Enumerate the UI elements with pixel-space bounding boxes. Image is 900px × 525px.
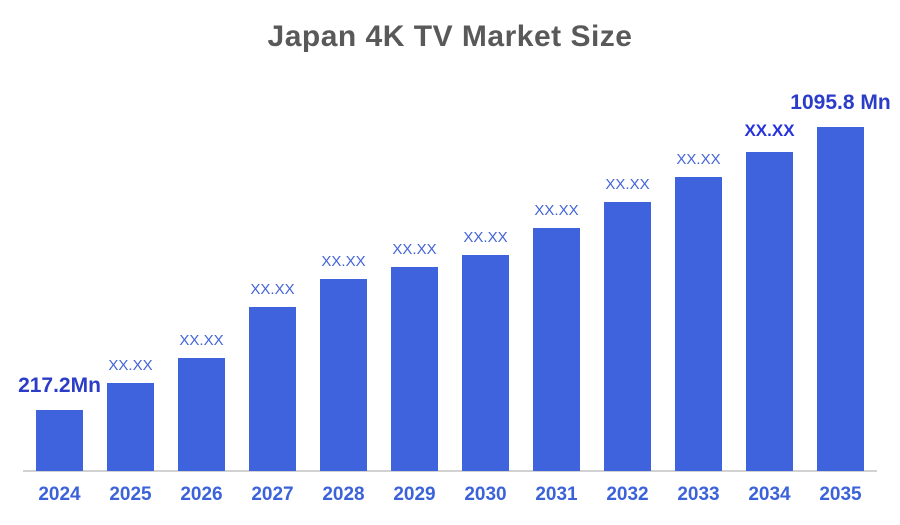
bar-2035 [817, 127, 864, 471]
bar-2033 [675, 177, 722, 471]
value-label-2027: XX.XX [250, 281, 295, 298]
x-axis-label-2025: 2025 [109, 484, 152, 505]
x-axis-label-2029: 2029 [393, 484, 436, 505]
x-axis-label-2024: 2024 [38, 484, 81, 505]
value-label-2035: 1095.8 Mn [790, 91, 891, 114]
value-label-2029: XX.XX [392, 241, 437, 258]
x-axis-label-2031: 2031 [535, 484, 578, 505]
bar-2026 [178, 358, 225, 471]
chart-title: Japan 4K TV Market Size [267, 20, 633, 53]
value-label-2024: 217.2Mn [18, 374, 101, 397]
value-label-2028: XX.XX [321, 253, 366, 270]
x-axis-label-2028: 2028 [322, 484, 365, 505]
bar-2031 [533, 228, 580, 471]
x-axis-line [23, 470, 877, 472]
bar-2032 [604, 202, 651, 471]
bar-2028 [320, 279, 367, 471]
value-label-2031: XX.XX [534, 202, 579, 219]
value-label-2026: XX.XX [179, 332, 224, 349]
value-label-2030: XX.XX [463, 229, 508, 246]
value-label-2033: XX.XX [676, 151, 721, 168]
bar-2025 [107, 383, 154, 471]
x-axis-label-2032: 2032 [606, 484, 649, 505]
x-axis-label-2035: 2035 [819, 484, 862, 505]
bar-2034 [746, 152, 793, 471]
x-axis-label-2026: 2026 [180, 484, 223, 505]
x-axis-label-2034: 2034 [748, 484, 791, 505]
x-axis-label-2033: 2033 [677, 484, 720, 505]
bar-2024 [36, 410, 83, 471]
value-label-2032: XX.XX [605, 176, 650, 193]
bar-2027 [249, 307, 296, 471]
x-axis-label-2027: 2027 [251, 484, 294, 505]
x-axis-label-2030: 2030 [464, 484, 507, 505]
value-label-2025: XX.XX [108, 357, 153, 374]
value-label-2034: XX.XX [744, 121, 795, 140]
bar-2030 [462, 255, 509, 471]
bar-2029 [391, 267, 438, 471]
